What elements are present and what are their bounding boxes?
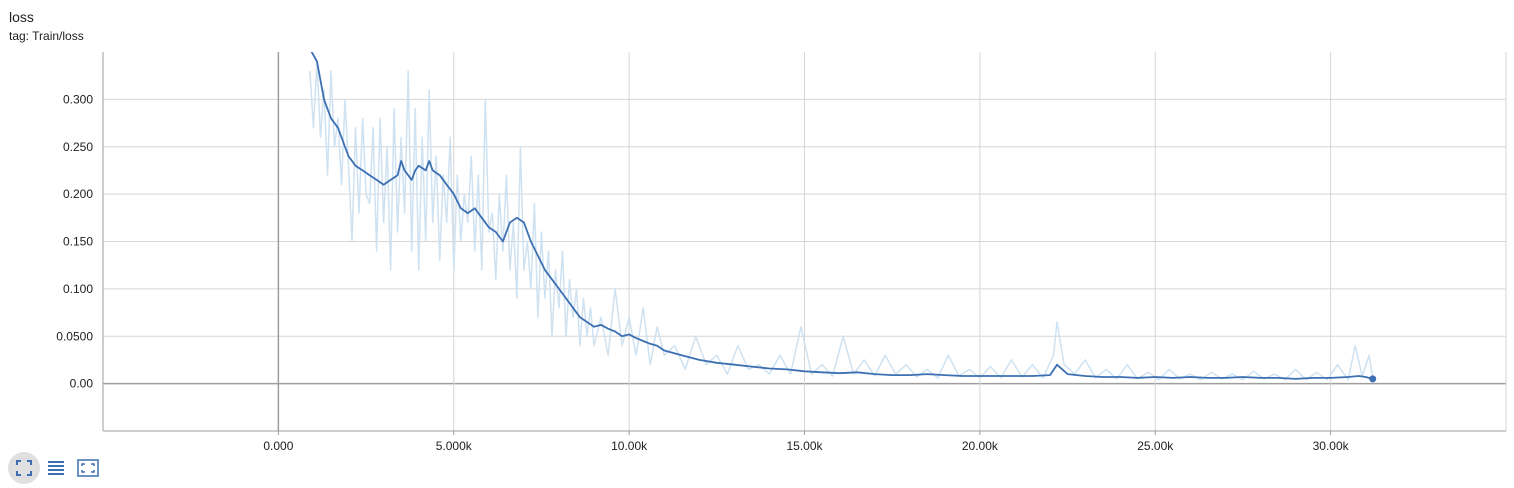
series-group <box>309 52 1374 381</box>
fullscreen-icon <box>16 460 32 476</box>
fit-domain-icon <box>77 459 99 477</box>
x-tick-label: 15.00k <box>786 439 823 453</box>
y-tick-label: 0.250 <box>63 140 93 154</box>
x-tick-label: 10.00k <box>611 439 648 453</box>
chart-toolbar <box>8 452 104 484</box>
y-tick-label: 0.200 <box>63 187 93 201</box>
x-tick-label: 25.00k <box>1137 439 1174 453</box>
fullscreen-button[interactable] <box>8 452 40 484</box>
x-tick-label: 30.00k <box>1313 439 1350 453</box>
fit-domain-button[interactable] <box>72 452 104 484</box>
smoothed-loss-line <box>310 52 1373 380</box>
raw-loss-line <box>309 60 1374 381</box>
y-tick-label: 0.0500 <box>56 329 93 343</box>
y-axis-ticks: 0.00 0.0500 0.100 0.150 0.200 0.250 0.300 <box>56 92 93 390</box>
x-axis-ticks: 0.000 5.000k 10.00k 15.00k 20.00k 25.00k 30.00… <box>263 431 1350 453</box>
x-tick-label: 5.000k <box>436 439 473 453</box>
y-tick-label: 0.100 <box>63 282 93 296</box>
grid-lines <box>103 52 1507 431</box>
toggle-log-scale-button[interactable] <box>40 452 72 484</box>
y-tick-label: 0.300 <box>63 92 93 106</box>
y-tick-label: 0.150 <box>63 235 93 249</box>
chart-subtitle: tag: Train/loss <box>9 29 84 43</box>
x-tick-label: 0.000 <box>263 439 293 453</box>
last-point-marker[interactable] <box>1369 375 1377 383</box>
x-tick-label: 20.00k <box>962 439 999 453</box>
list-icon <box>48 461 64 475</box>
y-tick-label: 0.00 <box>70 377 94 391</box>
chart-title: loss <box>9 9 34 25</box>
